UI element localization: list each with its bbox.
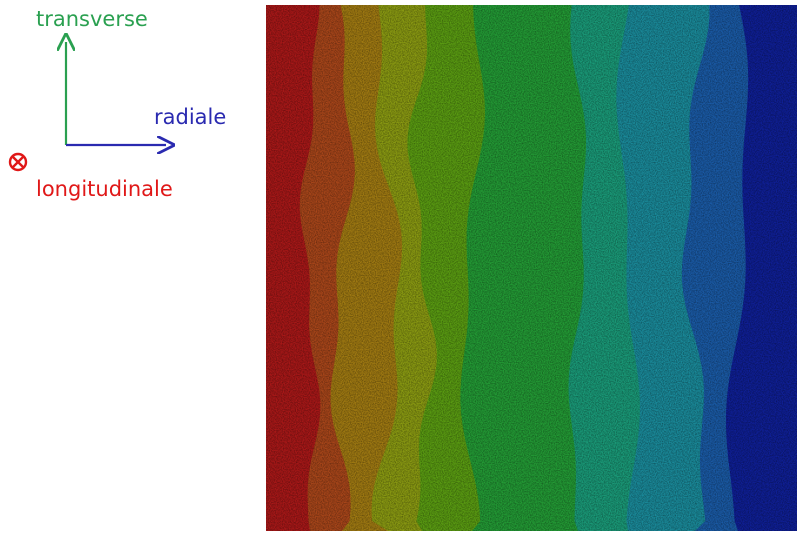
longitudinal-label: longitudinale: [36, 177, 173, 201]
mesh-texture: [266, 5, 797, 531]
radial-label: radiale: [154, 105, 226, 129]
transverse-label: transverse: [36, 7, 148, 31]
into-page-symbol: [8, 152, 28, 172]
contour-field: [266, 5, 797, 531]
